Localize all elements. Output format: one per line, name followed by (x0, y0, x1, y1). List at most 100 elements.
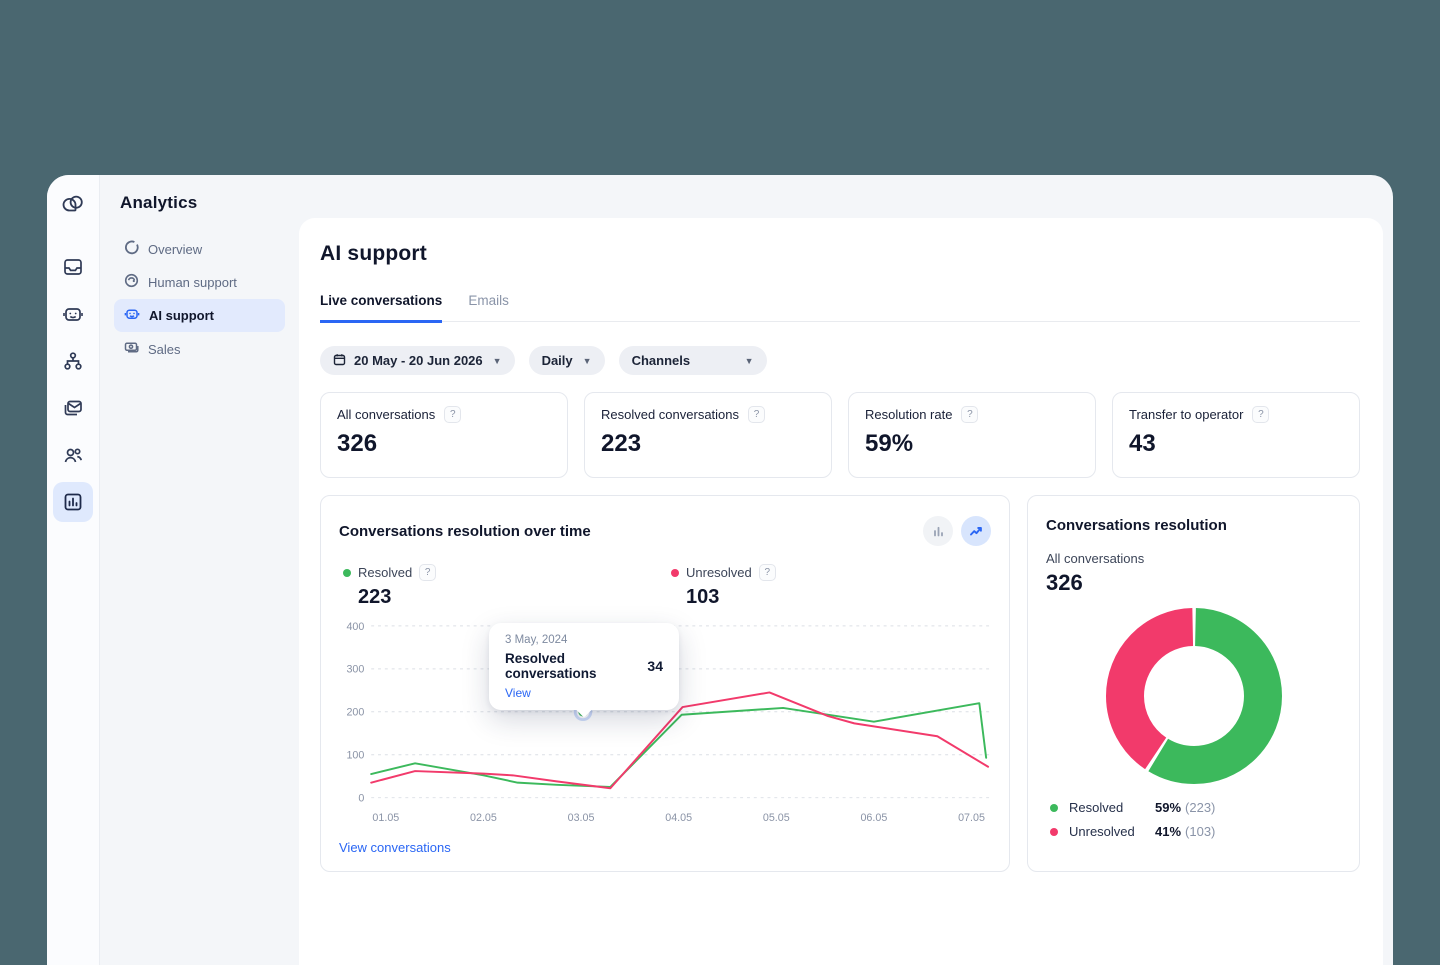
chevron-down-icon: ▼ (582, 355, 592, 366)
ai-support-icon (124, 306, 140, 325)
sales-icon (124, 340, 139, 358)
chart-tooltip: 3 May, 2024 Resolved conversations 34 Vi… (489, 623, 679, 710)
svg-text:200: 200 (346, 707, 364, 719)
stat-label: Resolution rate (865, 407, 953, 422)
stat-card-transfer-to-operator: Transfer to operator ? 43 (1112, 392, 1360, 478)
view-conversations-link[interactable]: View conversations (339, 839, 451, 855)
legend-resolved[interactable]: Resolved ? 223 (337, 564, 665, 609)
date-range-value: 20 May - 20 Jun 2026 (354, 353, 483, 368)
donut-legend: Resolved 59% (223) Unresolved 41% (103) (1046, 800, 1341, 839)
svg-text:02.05: 02.05 (470, 812, 497, 824)
svg-text:04.05: 04.05 (665, 812, 692, 824)
sidebar-item-label: Sales (148, 341, 181, 357)
svg-text:06.05: 06.05 (860, 812, 887, 824)
date-range-filter[interactable]: 20 May - 20 Jun 2026 ▼ (320, 346, 515, 375)
sidebar-item-label: Human support (148, 274, 237, 290)
granularity-filter[interactable]: Daily ▼ (528, 346, 605, 375)
stat-value: 223 (601, 430, 642, 457)
reports-icon[interactable] (53, 482, 93, 522)
donut-legend-unresolved[interactable]: Unresolved 41% (103) (1050, 824, 1341, 839)
icon-rail (47, 175, 100, 965)
analytics-sidebar: Analytics Overview Human s (100, 175, 299, 965)
automation-icon[interactable] (53, 341, 93, 381)
legend-unresolved[interactable]: Unresolved ? 103 (665, 564, 993, 609)
main-panel: AI support Live conversations Emails 20 … (299, 218, 1383, 965)
sidebar-item-sales[interactable]: Sales (114, 333, 285, 365)
sidebar-item-label: Overview (148, 241, 203, 257)
svg-text:07.05: 07.05 (958, 812, 985, 824)
sidebar-item-label: AI support (149, 308, 214, 323)
tooltip-value: 34 (647, 658, 663, 674)
users-icon[interactable] (53, 435, 93, 475)
legend-count: (103) (1185, 824, 1216, 839)
chevron-down-icon: ▼ (744, 355, 754, 366)
tab-live-conversations[interactable]: Live conversations (320, 293, 443, 323)
legend-pct: 59% (1155, 800, 1182, 815)
svg-text:400: 400 (346, 621, 364, 633)
donut-subtitle: All conversations (1046, 551, 1145, 566)
legend-value: 223 (358, 586, 392, 608)
help-icon[interactable]: ? (1252, 406, 1270, 423)
stat-card-all-conversations: All conversations ? 326 (320, 392, 568, 478)
resolved-dot-icon (343, 568, 351, 577)
overview-icon (124, 240, 139, 258)
line-view-toggle[interactable] (961, 516, 991, 546)
svg-text:03.05: 03.05 (568, 812, 595, 824)
legend-label: Resolved (1069, 800, 1124, 815)
stat-label: All conversations (337, 407, 436, 422)
donut-chart-title: Conversations resolution (1046, 517, 1227, 534)
line-chart-svg: 0 100 200 300 400 01.05 02.05 03.05 04.05 05.05 06… (346, 621, 992, 824)
legend-value: 103 (686, 586, 720, 608)
stat-value: 43 (1129, 430, 1156, 457)
page-title: AI support (320, 242, 427, 265)
inbox-icon[interactable] (53, 247, 93, 287)
tooltip-label: Resolved conversations (505, 651, 597, 681)
chevron-down-icon: ▼ (492, 355, 502, 366)
help-icon[interactable]: ? (419, 564, 437, 581)
chatbot-icon[interactable] (53, 294, 93, 334)
svg-text:300: 300 (346, 664, 364, 676)
donut-chart[interactable] (1105, 608, 1282, 784)
line-chart-card: Conversations resolution over time (320, 495, 1010, 872)
help-icon[interactable]: ? (444, 406, 462, 423)
mail-icon[interactable] (53, 388, 93, 428)
help-icon[interactable]: ? (758, 564, 776, 581)
stat-cards-row: All conversations ? 326 Resolved convers… (320, 392, 1360, 478)
legend-count: (223) (1185, 800, 1216, 815)
help-icon[interactable]: ? (961, 406, 979, 423)
legend-label: Unresolved (686, 565, 752, 580)
app-window: Analytics Overview Human s (47, 175, 1393, 965)
stat-label: Resolved conversations (601, 407, 740, 422)
sidebar-item-ai-support[interactable]: AI support (114, 299, 285, 332)
sidebar-item-overview[interactable]: Overview (114, 233, 285, 265)
line-chart-legend: Resolved ? 223 Unresolved ? 103 (337, 564, 993, 609)
human-support-icon (124, 273, 139, 291)
stat-card-resolution-rate: Resolution rate ? 59% (848, 392, 1096, 478)
line-chart[interactable]: 0 100 200 300 400 01.05 02.05 03.05 04.05 05.05 06… (337, 621, 993, 828)
bar-view-toggle[interactable] (923, 516, 953, 546)
sidebar-title: Analytics (120, 193, 198, 212)
help-icon[interactable]: ? (748, 406, 766, 423)
stat-card-resolved-conversations: Resolved conversations ? 223 (584, 392, 832, 478)
sidebar-item-human-support[interactable]: Human support (114, 266, 285, 298)
line-chart-title: Conversations resolution over time (339, 522, 591, 540)
stat-value: 59% (865, 430, 914, 457)
tooltip-view-link[interactable]: View (505, 686, 531, 700)
tab-emails[interactable]: Emails (468, 293, 509, 308)
channels-value: Channels (631, 353, 691, 368)
legend-label: Unresolved (1069, 824, 1135, 839)
resolved-dot-icon (1050, 803, 1058, 812)
calendar-icon (333, 353, 346, 369)
svg-text:0: 0 (358, 793, 364, 805)
charts-row: Conversations resolution over time (320, 495, 1360, 872)
tab-bar: Live conversations Emails (320, 293, 1360, 323)
app-logo-icon[interactable] (53, 185, 93, 225)
channels-filter[interactable]: Channels ▼ (618, 346, 767, 375)
donut-total: 326 (1046, 570, 1083, 595)
svg-text:05.05: 05.05 (763, 812, 790, 824)
donut-legend-resolved[interactable]: Resolved 59% (223) (1050, 800, 1341, 815)
tooltip-date: 3 May, 2024 (505, 634, 568, 646)
stat-value: 326 (337, 430, 378, 457)
filter-bar: 20 May - 20 Jun 2026 ▼ Daily ▼ Channels … (320, 346, 1360, 375)
unresolved-dot-icon (671, 568, 679, 577)
